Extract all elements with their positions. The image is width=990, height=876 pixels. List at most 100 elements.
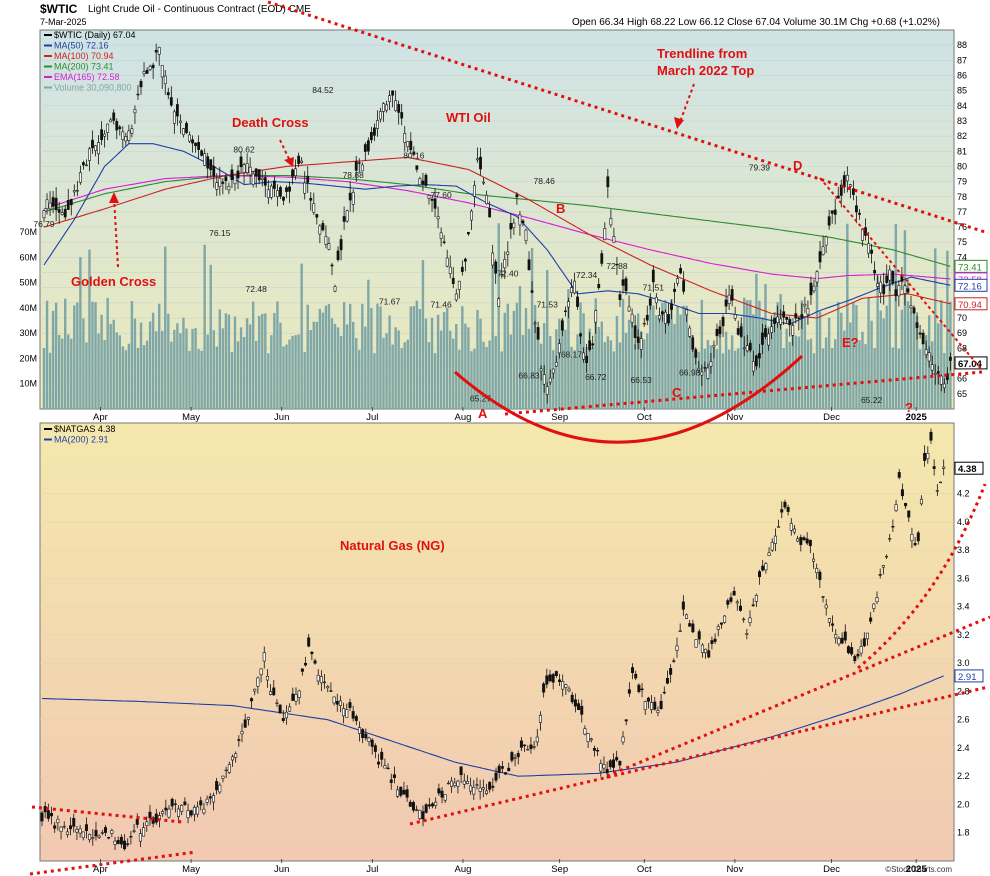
oil-price-labels: 76.79 80.62 76.15 72.48 84.52 78.88 80.16 71.67… — [33, 85, 882, 405]
natgas-candle — [103, 824, 107, 837]
oil-candle — [797, 316, 801, 331]
oil-candle — [245, 153, 249, 176]
natgas-candle — [326, 684, 330, 693]
natgas-candle — [532, 741, 536, 750]
natgas-candle — [291, 687, 295, 702]
oil-candle — [348, 181, 352, 212]
oil-candle — [473, 180, 476, 208]
natgas-candle — [640, 683, 644, 698]
natgas-candle — [199, 796, 203, 811]
natgas-candle — [370, 738, 374, 755]
volume-bar — [679, 314, 682, 409]
natgas-candle — [196, 801, 200, 818]
oil-candle — [427, 194, 431, 205]
oil-candle — [718, 320, 722, 338]
volume-tick: 70M — [19, 227, 37, 237]
oil-candle — [215, 173, 219, 197]
oil-candle — [791, 322, 795, 346]
oil-price-label: 65.27 — [470, 393, 492, 403]
volume-bar — [170, 341, 173, 409]
volume-bar — [45, 300, 49, 409]
volume-bar — [776, 302, 779, 409]
oil-candle — [754, 354, 758, 370]
natgas-candle — [799, 534, 803, 552]
volume-bar — [161, 330, 164, 409]
volume-bar — [397, 330, 400, 409]
natgas-candle — [824, 599, 828, 616]
volume-bar — [57, 334, 61, 409]
month-label: Nov — [726, 412, 743, 423]
natgas-candle — [310, 651, 314, 661]
month-label: Jun — [274, 864, 289, 875]
oil-candle — [800, 303, 804, 330]
natgas-candle — [135, 813, 139, 829]
oil-candle — [933, 364, 937, 385]
oil-candle — [248, 157, 252, 184]
volume-bar — [449, 330, 452, 409]
volume-bar — [558, 318, 561, 409]
volume-tick: 40M — [19, 303, 37, 313]
oil-candle — [794, 303, 798, 324]
ema165-line — [43, 174, 951, 280]
oil-candle — [809, 276, 813, 305]
volume-bar — [348, 303, 352, 409]
natgas-ma200-line — [41, 675, 944, 777]
oil-candle — [654, 293, 658, 310]
volume-bar — [903, 230, 907, 409]
volume-bar — [682, 305, 685, 409]
natgas-candle — [837, 636, 841, 647]
trendline-a-support — [504, 370, 983, 416]
volume-bar — [906, 301, 910, 409]
natgas-candle — [815, 563, 819, 579]
oil-candle — [166, 87, 170, 100]
volume-bar — [182, 317, 185, 409]
oil-candle — [433, 188, 437, 218]
volume-bar — [527, 328, 531, 409]
volume-bar — [261, 313, 264, 409]
oil-candle — [318, 224, 322, 244]
natgas-candle — [577, 699, 581, 711]
volume-bar — [197, 349, 200, 409]
natgas-candle — [119, 834, 123, 849]
oil-candle — [239, 151, 243, 173]
volume-bar — [746, 300, 749, 409]
natgas-candle — [475, 777, 479, 790]
ng-trendline-mid — [606, 615, 990, 778]
natgas-candle — [504, 772, 508, 776]
oil-candle — [709, 353, 713, 374]
natgas-candle — [834, 629, 838, 644]
volume-bar — [761, 317, 764, 409]
natgas-candle — [138, 828, 142, 848]
natgas-candle — [481, 779, 485, 798]
volume-bar — [867, 297, 870, 409]
oil-candle — [551, 368, 555, 379]
oil-candle — [730, 285, 734, 307]
natgas-last-value-tags: 4.38 2.91 — [954, 461, 984, 683]
oil-candle — [570, 279, 573, 298]
volume-bar — [521, 335, 525, 409]
natgas-candles — [40, 428, 946, 851]
oil-candle — [463, 257, 467, 272]
natgas-candle — [304, 656, 308, 667]
oil-candle — [715, 323, 719, 346]
oil-candle — [321, 220, 325, 232]
natgas-candle — [205, 795, 209, 806]
volume-bar — [567, 289, 570, 409]
volume-bar — [570, 346, 573, 409]
natgas-candle — [656, 706, 660, 717]
oil-candle — [342, 206, 346, 230]
oil-candle — [736, 320, 740, 336]
oil-candle — [927, 346, 931, 368]
point-d-label: D — [793, 158, 802, 173]
oil-candle — [400, 103, 404, 126]
oil-candle — [139, 79, 143, 95]
svg-text:MA(50) 72.16: MA(50) 72.16 — [54, 41, 109, 51]
oil-candle — [688, 325, 692, 338]
natgas-candle — [84, 817, 88, 839]
oil-candle — [191, 135, 194, 153]
natgas-candle — [399, 786, 403, 798]
point-e-label: E? — [842, 335, 859, 350]
volume-bar — [609, 340, 613, 409]
trendline-label-arrowhead — [674, 117, 684, 129]
natgas-price-tick: 3.6 — [957, 573, 970, 583]
